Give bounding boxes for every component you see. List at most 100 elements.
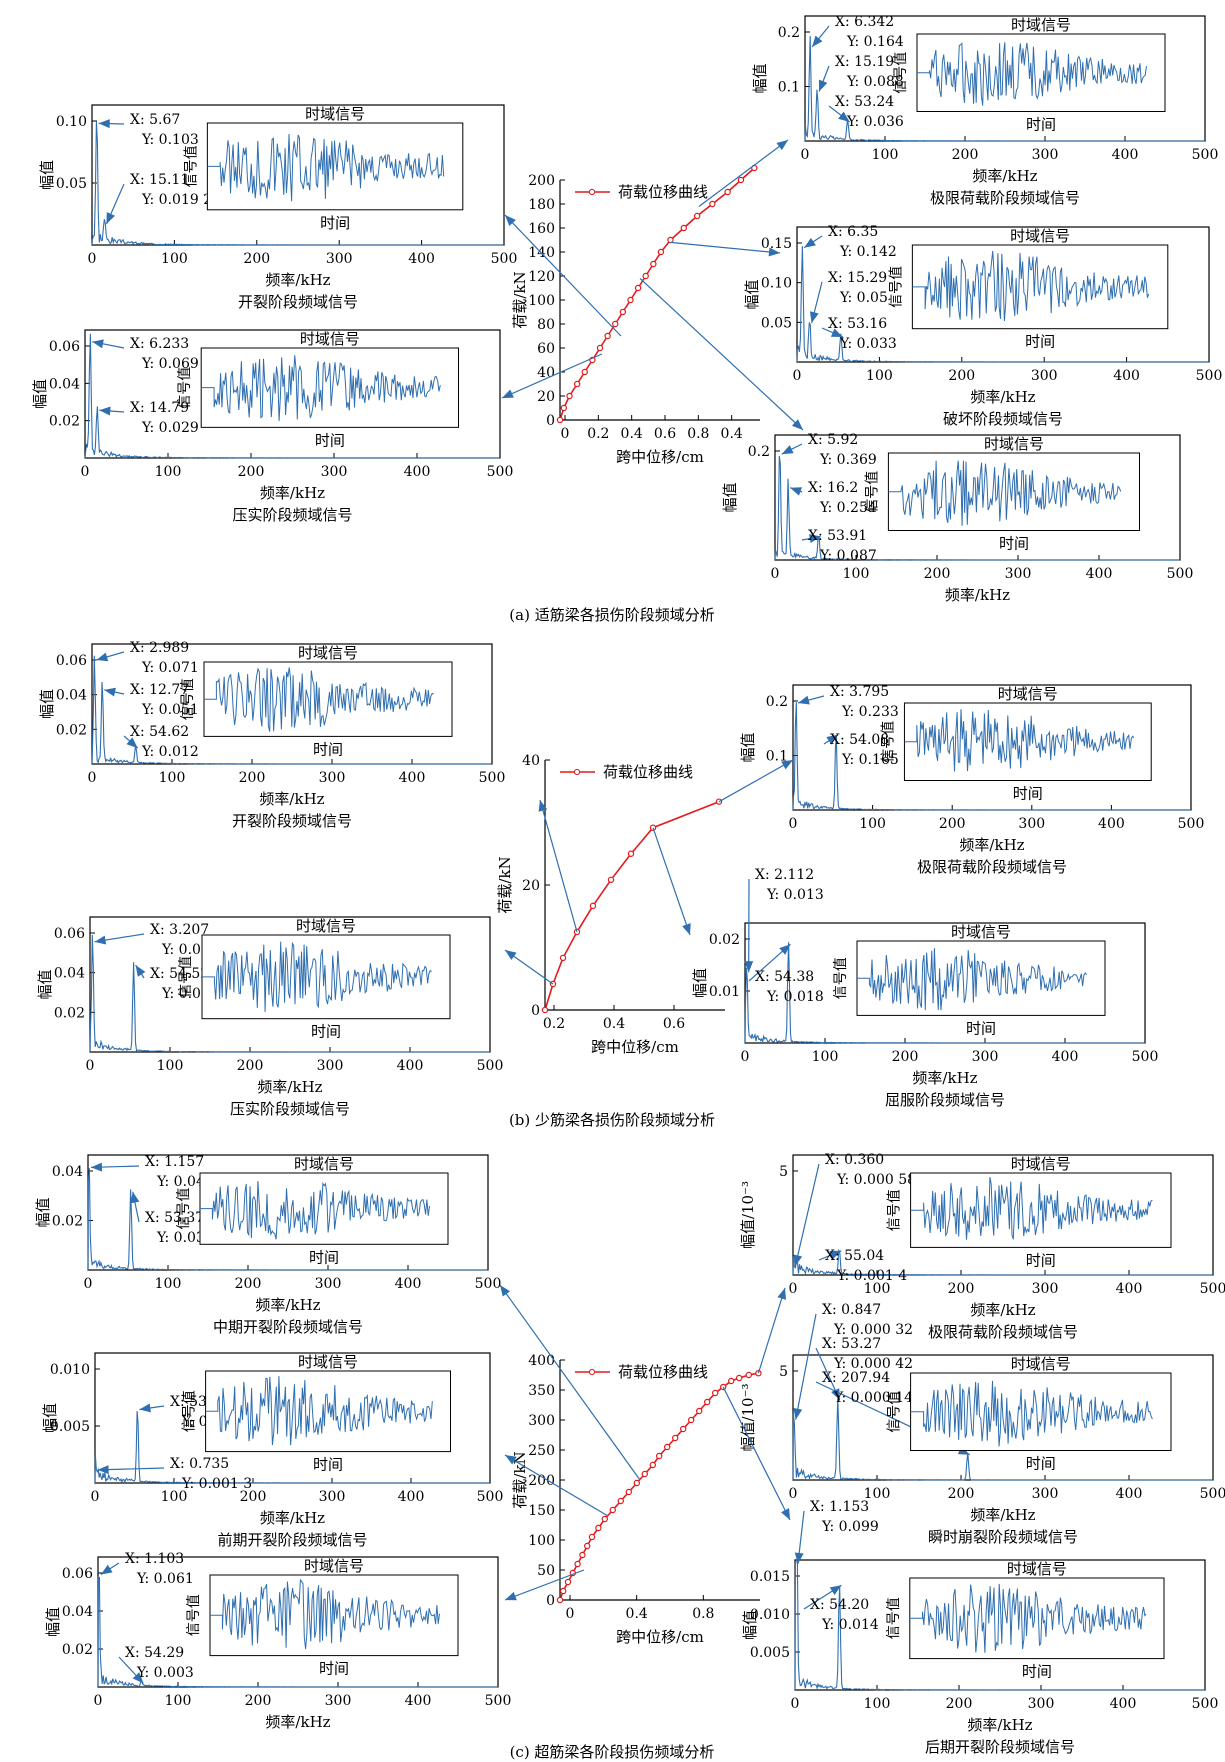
- p0-s3-ytick-label: 0.15: [761, 236, 792, 252]
- p0-load-point: [612, 320, 619, 328]
- p0-s2-inset-xlabel: 时间: [1026, 116, 1056, 134]
- p1-s1-peak-arrow-head: [94, 935, 107, 945]
- p0-s4-inset-title: 时域信号: [984, 435, 1044, 453]
- p2-s1-xtick-label: 0: [91, 1489, 100, 1505]
- p2-s3-peak-x-label: X: 0.360: [825, 1152, 884, 1168]
- p2-load-point: [736, 1374, 743, 1382]
- p0-s0-xtick-label: 0: [88, 251, 97, 267]
- p2-s0-xtick-label: 500: [475, 1276, 502, 1292]
- p0-s0-peak-x-label: X: 5.67: [130, 112, 180, 128]
- p1-s2-peak-y-label: Y: 0.233: [841, 704, 899, 720]
- p2-s2-inset-xlabel: 时间: [319, 1660, 349, 1678]
- p2-s5-xtick-label: 0: [791, 1696, 800, 1712]
- p1-load-xtick-label: 0.4: [603, 1016, 625, 1032]
- p0-stage-link-arrow: [670, 241, 781, 254]
- p1-s0-ytick-label: 0.06: [56, 653, 87, 669]
- p0-stage-link-arrow: [501, 353, 603, 399]
- p0-s0-peak-arrow-head: [106, 212, 115, 224]
- p0-load-curve: [559, 167, 755, 421]
- p1-s3-ytick-label: 0.01: [709, 984, 740, 1000]
- p0-s4-inset-ylabel: 信号值: [864, 471, 880, 513]
- p1-load-point: [607, 876, 615, 883]
- p0-s2-xlabel: 频率/kHz: [972, 167, 1037, 185]
- p1-s3-xtick-label: 300: [972, 1049, 999, 1065]
- p2-s4-peak-x-label: X: 0.847: [822, 1302, 881, 1318]
- p0-load-ytick-label: 80: [537, 317, 555, 333]
- p2-load-ytick-label: 250: [528, 1443, 555, 1459]
- p1-s3-inset-ylabel: 信号值: [833, 957, 849, 999]
- p2-s1-xtick-label: 200: [240, 1489, 267, 1505]
- p2-s3-inset-xlabel: 时间: [1026, 1251, 1056, 1269]
- p1-s3-xtick-label: 0: [741, 1049, 750, 1065]
- p2-s1-ytick-label: 0.005: [50, 1419, 90, 1435]
- p0-s3-xtick-label: 500: [1196, 368, 1223, 384]
- p1-s0-inset-signal: [204, 667, 434, 732]
- p0-load-point: [737, 176, 745, 184]
- p2-s5-xtick-label: 300: [1028, 1696, 1055, 1712]
- p2-load-xlabel: 跨中位移/cm: [616, 1628, 704, 1646]
- p2-s4-peak-x-label: X: 207.94: [822, 1370, 890, 1386]
- p0-s1-xtick-label: 300: [321, 464, 348, 480]
- p1-s0-inset-frame: [203, 661, 453, 737]
- p0-s2-xtick-label: 500: [1192, 147, 1219, 163]
- p2-load-point: [664, 1443, 671, 1451]
- p2-s2-xtick-label: 400: [405, 1693, 432, 1709]
- p0-s0-inset-xlabel: 时间: [320, 214, 350, 232]
- p2-s4-xtick-label: 300: [1032, 1486, 1059, 1502]
- p0-s0-ytick-label: 0.05: [56, 176, 87, 192]
- p2-load-point: [704, 1398, 711, 1406]
- p0-s1-ytick-label: 0.06: [49, 339, 80, 355]
- p0-load-point: [596, 344, 604, 352]
- p1-s1-peak-x-label: X: 54.52: [150, 966, 209, 982]
- p1-s2-peak-x-label: X: 54.08: [830, 732, 889, 748]
- p2-s2-xtick-label: 500: [485, 1693, 512, 1709]
- p1-s0-xtick-label: 300: [319, 770, 346, 786]
- p0-load-ytick-label: 0: [546, 413, 555, 429]
- p0-s0-inset-frame: [206, 122, 464, 211]
- p0-s0-inset-ylabel: 信号值: [183, 145, 199, 187]
- p0-s2-peak-arrow-head: [838, 111, 850, 122]
- p0-load-point: [693, 212, 701, 220]
- p1-s1-inset-title: 时域信号: [296, 917, 356, 935]
- p1-s2-title: 极限荷载阶段频域信号: [917, 858, 1067, 876]
- p0-s4-inset-frame: [887, 452, 1141, 531]
- p1-s0-inset-xlabel: 时间: [313, 740, 343, 758]
- p1-s0-xtick-label: 200: [239, 770, 266, 786]
- p2-stage-link-arrow-head: [781, 1508, 790, 1520]
- p2-s0-spectrum-line: [87, 1168, 488, 1271]
- p2-load-point: [649, 1461, 657, 1469]
- p0-load-xtick-label: 0.8: [687, 426, 709, 442]
- p2-s3-xtick-label: 100: [864, 1281, 891, 1297]
- p0-load-point: [619, 308, 627, 316]
- p1-s1-ylabel: 幅值: [36, 969, 54, 999]
- p2-stage-link-arrow: [499, 1284, 641, 1481]
- p2-s4-peak-x-label: X: 53.27: [822, 1336, 881, 1352]
- p2-s1-ytick-label: 0.010: [50, 1362, 90, 1378]
- p0-load-ylabel: 荷载/kN: [511, 271, 529, 328]
- p2-s5-inset-ylabel: 信号值: [886, 1597, 902, 1639]
- p1-s2-peak-y-label: Y: 0.165: [841, 752, 899, 768]
- p2-s5-inset-signal: [909, 1583, 1147, 1653]
- p1-s1-inset-frame: [201, 934, 451, 1020]
- p2-load-point: [601, 1515, 609, 1523]
- p2-load-ylabel: 荷载/kN: [511, 1451, 529, 1508]
- p0-s0-title: 开裂阶段频域信号: [238, 293, 358, 311]
- p0-stage-link-arrow-head: [505, 215, 516, 227]
- p0-load-point: [627, 296, 634, 304]
- p1-load-xtick-label: 0.6: [663, 1016, 685, 1032]
- p2-s5-peak-arrow-head: [794, 1552, 804, 1564]
- p2-s3-peak-y-label: Y: 0.001 4: [836, 1268, 907, 1284]
- p1-s0-inset-title: 时域信号: [298, 644, 358, 662]
- p0-load-point: [709, 200, 716, 208]
- p2-stage-link-arrow-head: [777, 1288, 787, 1300]
- p2-s0-peak-x-label: X: 1.157: [145, 1154, 204, 1170]
- p2-s3-peak-arrow: [794, 1163, 820, 1267]
- p0-s4-peak-y-label: Y: 0.087: [819, 548, 877, 564]
- p2-s1-peak-arrow: [97, 1467, 165, 1471]
- p1-load-xlabel: 跨中位移/cm: [591, 1038, 679, 1056]
- p2-s5-peak-x-label: X: 54.20: [810, 1597, 869, 1613]
- p2-s5-xtick-label: 500: [1192, 1696, 1219, 1712]
- p1-s3-peak-y-label: Y: 0.013: [766, 887, 824, 903]
- p0-load-legend-marker: [588, 188, 596, 196]
